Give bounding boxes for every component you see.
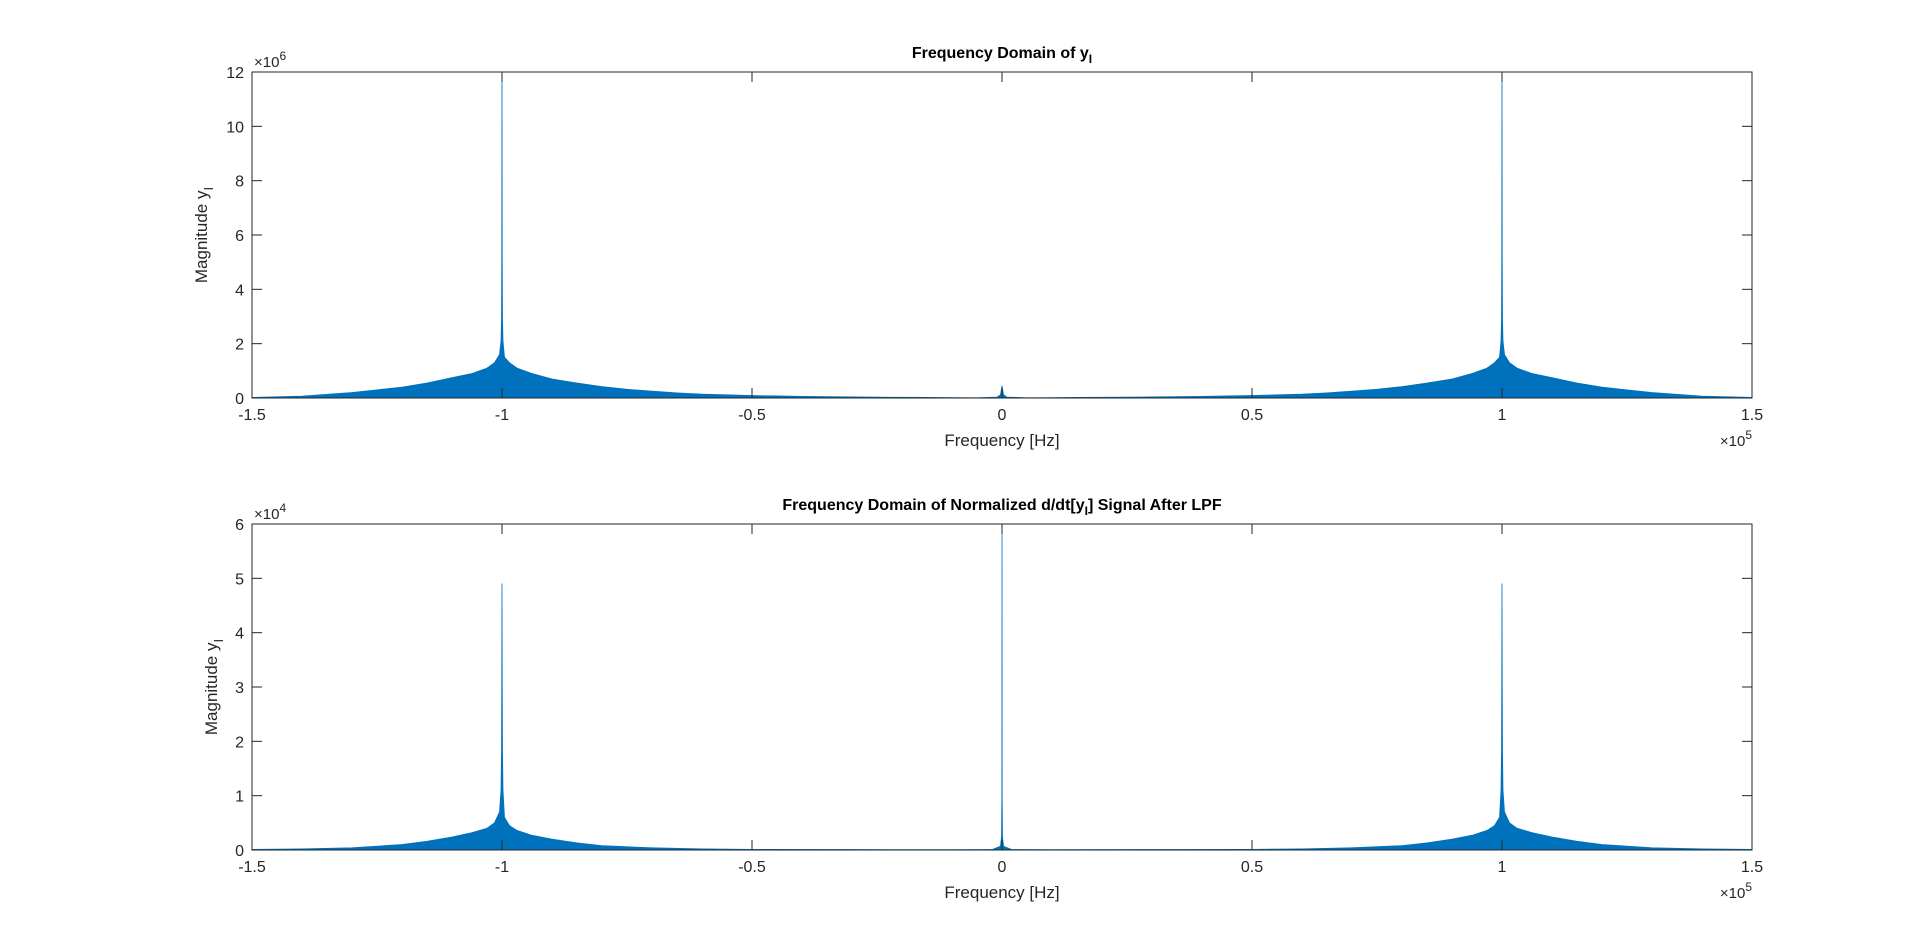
top-xtick-label: 0.5 <box>1241 407 1263 424</box>
bottom-ytick-label: 4 <box>235 626 244 643</box>
top-xtick-label: 1 <box>1498 407 1507 424</box>
top-ytick-label: 8 <box>235 174 244 191</box>
bottom-chart-title: Frequency Domain of Normalized d/dt[yI] … <box>782 497 1221 518</box>
bottom-xtick-label: 0.5 <box>1241 859 1263 876</box>
bottom-x-axis-label: Frequency [Hz] <box>944 883 1059 902</box>
bottom-ytick-label: 6 <box>235 517 244 534</box>
top-ytick-label: 2 <box>235 337 244 354</box>
top-ytick-label: 12 <box>226 65 244 82</box>
top-plot: -1.5 -1 -0.5 0 0.5 1 1.5 0 2 4 6 8 10 12 ×106 ×105 Frequ… <box>192 45 1763 450</box>
bottom-ytick-label: 2 <box>235 734 244 751</box>
bottom-x-exponent: ×105 <box>1720 880 1752 902</box>
top-chart-title: Frequency Domain of yI <box>912 45 1092 66</box>
top-ytick-label: 10 <box>226 119 244 136</box>
top-spectrum-series-0 <box>251 71 1753 399</box>
top-xtick-label: -0.5 <box>738 407 766 424</box>
bottom-xtick-label: 1 <box>1498 859 1507 876</box>
bottom-plot: -1.5 -1 -0.5 0 0.5 1 1.5 0 1 2 3 4 5 6 ×104 ×105 Frequen… <box>202 497 1763 902</box>
bottom-xtick-label: -0.5 <box>738 859 766 876</box>
top-y-exponent: ×106 <box>254 49 286 71</box>
bottom-y-exponent: ×104 <box>254 501 286 523</box>
top-xtick-label: 0 <box>998 407 1007 424</box>
bottom-ytick-label: 1 <box>235 789 244 806</box>
top-xtick-label: -1 <box>495 407 509 424</box>
top-ytick-label: 0 <box>235 391 244 408</box>
top-ytick-label: 4 <box>235 282 244 299</box>
bottom-xtick-label: -1 <box>495 859 509 876</box>
top-y-axis-label: Magnitude yI <box>192 187 216 283</box>
top-x-exponent: ×105 <box>1720 428 1752 450</box>
bottom-y-axis-label: Magnitude yI <box>202 639 226 735</box>
bottom-xtick-label: -1.5 <box>238 859 266 876</box>
bottom-ytick-label: 0 <box>235 843 244 860</box>
top-ytick-label: 6 <box>235 228 244 245</box>
top-x-axis-label: Frequency [Hz] <box>944 431 1059 450</box>
bottom-ytick-label: 3 <box>235 680 244 697</box>
bottom-xtick-label: 0 <box>998 859 1007 876</box>
top-xtick-label: -1.5 <box>238 407 266 424</box>
bottom-spectrum-series-0 <box>251 523 1753 851</box>
bottom-ytick-label: 5 <box>235 571 244 588</box>
bottom-xtick-label: 1.5 <box>1741 859 1763 876</box>
top-xtick-label: 1.5 <box>1741 407 1763 424</box>
